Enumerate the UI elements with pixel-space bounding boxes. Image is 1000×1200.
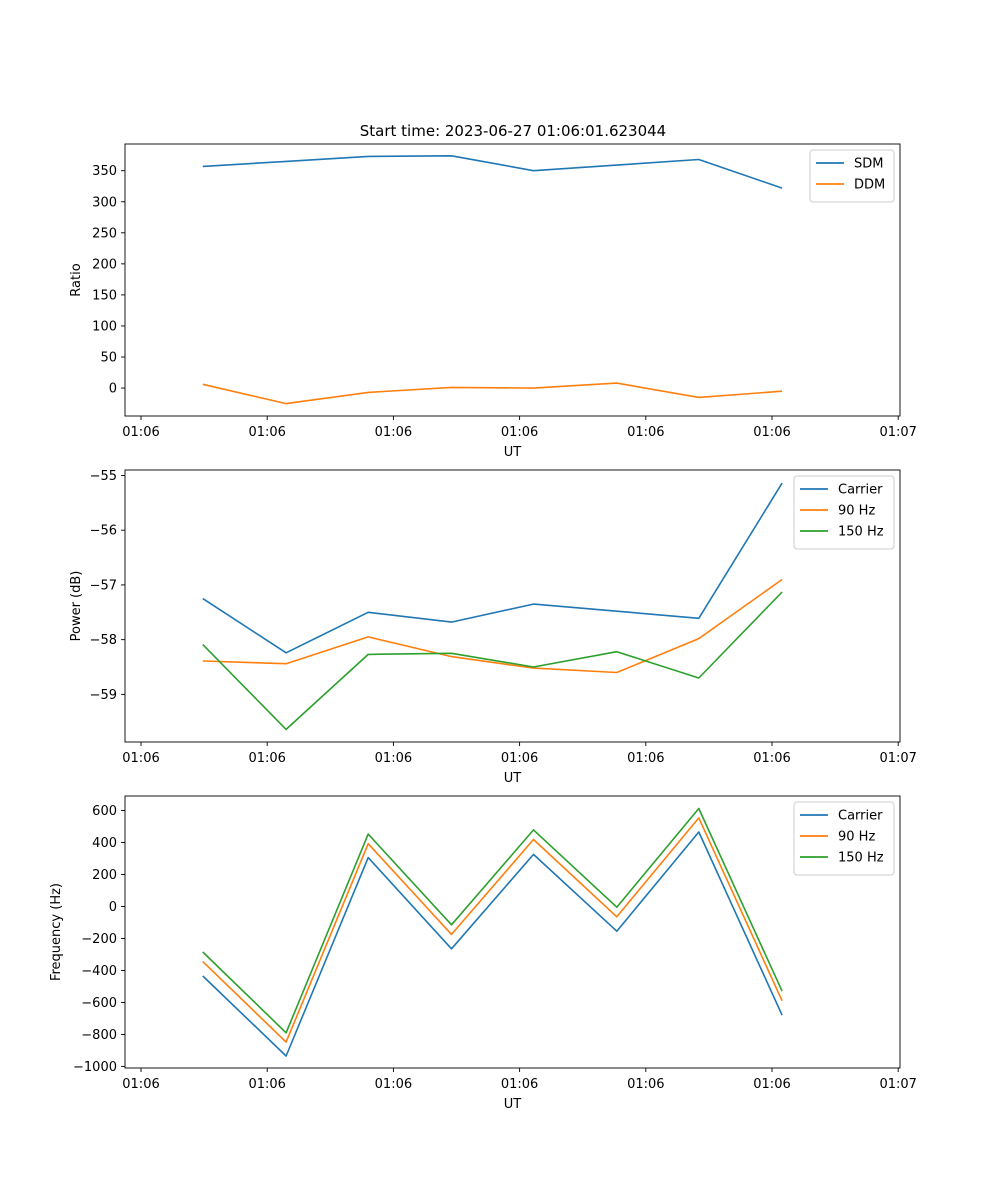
- y-tick-label: 0: [109, 382, 117, 397]
- x-tick-label: 01:06: [248, 1077, 285, 1092]
- x-tick-label: 01:06: [501, 751, 538, 766]
- y-tick-label: 350: [92, 164, 117, 179]
- series-line-ddm: [202, 382, 783, 405]
- x-axis-label: UT: [504, 771, 522, 786]
- subplot-3: 01:06 01:06 01:06 01:06 01:06 01:06 01:07 600 40…: [49, 795, 917, 1112]
- subplot-1: 01:06 01:06 01:06 01:06 01:06 01:06 01:07 350 30…: [69, 143, 917, 460]
- y-tick-label: −57: [90, 578, 117, 593]
- y-tick-label: −200: [81, 932, 117, 947]
- legend-label: Carrier: [838, 809, 883, 824]
- x-tick-label: 01:07: [879, 751, 916, 766]
- axes-frame: [124, 143, 901, 417]
- subplots: 01:06 01:06 01:06 01:06 01:06 01:06 01:07 350 30…: [49, 143, 917, 1112]
- y-axis-label: Power (dB): [69, 571, 84, 642]
- y-tick-label: 250: [92, 226, 117, 241]
- series-line-sdm: [202, 155, 783, 189]
- x-tick-label: 01:06: [501, 1077, 538, 1092]
- y-tick-label: 300: [92, 195, 117, 210]
- legend-label: SDM: [854, 157, 883, 172]
- legend-label: Carrier: [838, 483, 883, 498]
- x-tick-label: 01:06: [753, 751, 790, 766]
- x-tick-label: 01:06: [375, 1077, 412, 1092]
- legend-label: 90 Hz: [838, 830, 875, 845]
- series-line-carrier: [202, 482, 783, 654]
- y-tick-label: 400: [92, 836, 117, 851]
- x-tick-label: 01:06: [122, 751, 159, 766]
- x-tick-label: 01:06: [627, 1077, 664, 1092]
- y-tick-label: 200: [92, 257, 117, 272]
- x-tick-label: 01:06: [753, 1077, 790, 1092]
- y-tick-label: 600: [92, 804, 117, 819]
- y-tick-label: 200: [92, 868, 117, 883]
- x-tick-label: 01:06: [501, 425, 538, 440]
- legend-label: 150 Hz: [838, 525, 884, 540]
- y-tick-label: −55: [90, 469, 117, 484]
- y-tick-label: −800: [81, 1028, 117, 1043]
- axes-frame: [124, 795, 901, 1069]
- axes-frame: [124, 469, 901, 743]
- x-axis-label: UT: [504, 445, 522, 460]
- y-tick-label: −1000: [73, 1060, 117, 1075]
- x-tick-label: 01:06: [627, 751, 664, 766]
- y-tick-label: −600: [81, 996, 117, 1011]
- legend-label: 90 Hz: [838, 504, 875, 519]
- x-tick-label: 01:06: [248, 751, 285, 766]
- figure-title: Start time: 2023-06-27 01:06:01.623044: [360, 122, 666, 140]
- y-tick-label: −400: [81, 964, 117, 979]
- x-axis-label: UT: [504, 1097, 522, 1112]
- series-line-carrier: [202, 831, 783, 1057]
- x-tick-label: 01:06: [122, 425, 159, 440]
- y-axis-label: Frequency (Hz): [49, 883, 64, 981]
- legend-label: DDM: [854, 178, 885, 193]
- subplot-2: 01:06 01:06 01:06 01:06 01:06 01:06 01:07 −55 −5…: [69, 469, 917, 786]
- legend-label: 150 Hz: [838, 851, 884, 866]
- series-line-90-hz: [202, 817, 783, 1043]
- y-axis-label: Ratio: [69, 263, 84, 296]
- y-tick-label: −56: [90, 524, 117, 539]
- x-tick-label: 01:06: [248, 425, 285, 440]
- series-line-90-hz: [202, 578, 783, 674]
- y-tick-label: 0: [109, 900, 117, 915]
- y-tick-label: −58: [90, 633, 117, 648]
- x-tick-label: 01:06: [375, 751, 412, 766]
- x-tick-label: 01:06: [375, 425, 412, 440]
- series-line-150-hz: [202, 591, 783, 731]
- x-tick-label: 01:06: [627, 425, 664, 440]
- y-tick-label: 150: [92, 288, 117, 303]
- x-tick-label: 01:07: [879, 1077, 916, 1092]
- y-tick-label: 50: [100, 351, 117, 366]
- y-tick-label: 100: [92, 319, 117, 334]
- y-tick-label: −59: [90, 688, 117, 703]
- x-tick-label: 01:06: [122, 1077, 159, 1092]
- series-line-150-hz: [202, 807, 783, 1034]
- x-tick-label: 01:06: [753, 425, 790, 440]
- x-tick-label: 01:07: [879, 425, 916, 440]
